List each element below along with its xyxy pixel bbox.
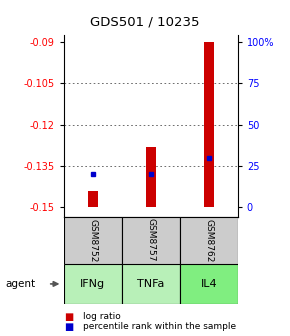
Text: log ratio: log ratio <box>83 312 120 321</box>
Bar <box>180 264 238 304</box>
Text: GSM8762: GSM8762 <box>204 218 213 262</box>
Bar <box>204 42 214 207</box>
Text: TNFa: TNFa <box>137 279 164 289</box>
Text: GSM8752: GSM8752 <box>88 218 97 262</box>
Bar <box>146 146 156 207</box>
Bar <box>180 217 238 264</box>
Text: agent: agent <box>6 279 36 289</box>
Text: IL4: IL4 <box>200 279 217 289</box>
Bar <box>64 217 122 264</box>
Text: IFNg: IFNg <box>80 279 105 289</box>
Text: ■: ■ <box>64 311 73 322</box>
Bar <box>64 264 122 304</box>
Bar <box>122 217 180 264</box>
Text: GDS501 / 10235: GDS501 / 10235 <box>90 15 200 28</box>
Text: GSM8757: GSM8757 <box>146 218 155 262</box>
Text: percentile rank within the sample: percentile rank within the sample <box>83 322 236 331</box>
Text: ■: ■ <box>64 322 73 332</box>
Bar <box>88 191 98 207</box>
Bar <box>122 264 180 304</box>
